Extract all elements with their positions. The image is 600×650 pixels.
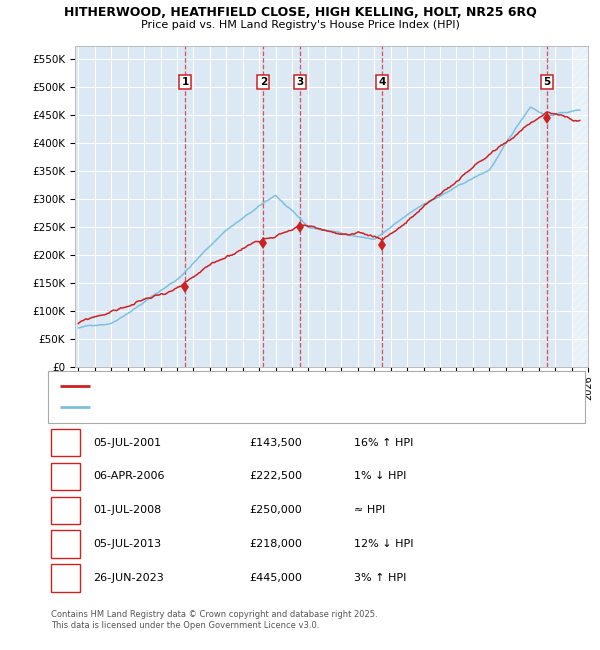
Text: 2: 2 xyxy=(260,77,267,87)
Text: 1: 1 xyxy=(182,77,189,87)
Text: 3: 3 xyxy=(61,504,70,517)
Text: 3: 3 xyxy=(296,77,304,87)
Text: £218,000: £218,000 xyxy=(249,539,302,549)
Text: HPI: Average price, detached house, North Norfolk: HPI: Average price, detached house, Nort… xyxy=(94,402,334,411)
Text: 1: 1 xyxy=(61,436,70,449)
Text: 26-JUN-2023: 26-JUN-2023 xyxy=(93,573,164,583)
Text: 12% ↓ HPI: 12% ↓ HPI xyxy=(354,539,413,549)
Text: 2: 2 xyxy=(61,470,70,483)
Text: 1% ↓ HPI: 1% ↓ HPI xyxy=(354,471,406,482)
Text: Contains HM Land Registry data © Crown copyright and database right 2025.
This d: Contains HM Land Registry data © Crown c… xyxy=(51,610,377,630)
Text: 05-JUL-2001: 05-JUL-2001 xyxy=(93,437,161,448)
Text: 5: 5 xyxy=(61,571,70,584)
Bar xyxy=(572,46,596,367)
Text: 01-JUL-2008: 01-JUL-2008 xyxy=(93,505,161,515)
Text: 05-JUL-2013: 05-JUL-2013 xyxy=(93,539,161,549)
Text: 16% ↑ HPI: 16% ↑ HPI xyxy=(354,437,413,448)
Text: £250,000: £250,000 xyxy=(249,505,302,515)
Text: 3% ↑ HPI: 3% ↑ HPI xyxy=(354,573,406,583)
Text: £143,500: £143,500 xyxy=(249,437,302,448)
Text: HITHERWOOD, HEATHFIELD CLOSE, HIGH KELLING, HOLT, NR25 6RQ (detached house): HITHERWOOD, HEATHFIELD CLOSE, HIGH KELLI… xyxy=(94,382,502,391)
Text: Price paid vs. HM Land Registry's House Price Index (HPI): Price paid vs. HM Land Registry's House … xyxy=(140,20,460,29)
Text: 4: 4 xyxy=(61,538,70,551)
Text: 06-APR-2006: 06-APR-2006 xyxy=(93,471,164,482)
Text: £222,500: £222,500 xyxy=(249,471,302,482)
Text: 5: 5 xyxy=(543,77,551,87)
Text: HITHERWOOD, HEATHFIELD CLOSE, HIGH KELLING, HOLT, NR25 6RQ: HITHERWOOD, HEATHFIELD CLOSE, HIGH KELLI… xyxy=(64,6,536,20)
Text: 4: 4 xyxy=(379,77,386,87)
Text: £445,000: £445,000 xyxy=(249,573,302,583)
Text: ≈ HPI: ≈ HPI xyxy=(354,505,385,515)
